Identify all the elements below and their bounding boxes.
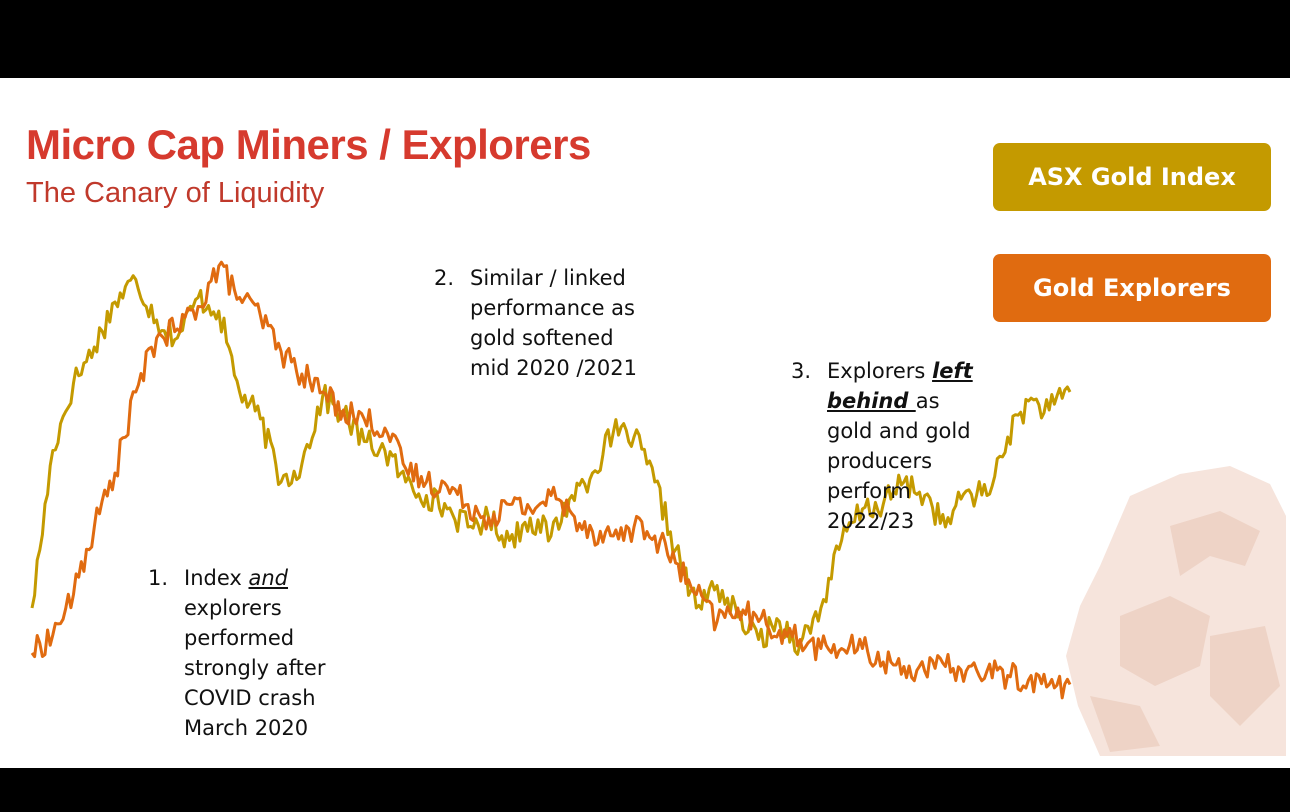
annotation-line: COVID crash: [184, 686, 316, 710]
slide-subtitle: The Canary of Liquidity: [26, 177, 325, 209]
line-chart: [30, 260, 1072, 700]
annotation-line: behind as: [827, 389, 940, 413]
annotation-number: 1.: [148, 566, 169, 590]
annotation-line: gold softened: [470, 326, 614, 350]
annotation-emphasis: and: [248, 566, 289, 590]
annotation-line: Index and: [184, 566, 289, 590]
annotation-line: 2022/23: [827, 509, 915, 533]
annotation-line: March 2020: [184, 716, 309, 740]
annotation-text: Index and explorers performed strongly a…: [184, 563, 325, 743]
annotation-line: perform: [827, 479, 911, 503]
annotation-line: mid 2020 /2021: [470, 356, 637, 380]
annotation-line: performance as: [470, 296, 635, 320]
annotation-text: Explorers left behind as gold and gold p…: [827, 356, 973, 536]
series-line-gold-explorers: [30, 260, 1072, 700]
series-line-asx-gold-index: [30, 274, 1072, 656]
lion-logo-watermark: [1066, 466, 1286, 756]
slide-title: Micro Cap Miners / Explorers: [26, 121, 591, 168]
annotation-emphasis: behind: [827, 389, 916, 413]
legend-asx-gold-index: ASX Gold Index: [993, 143, 1271, 211]
annotation-number: 3.: [791, 359, 812, 383]
annotation-emphasis: left: [932, 359, 973, 383]
annotation-line: Explorers left: [827, 359, 973, 383]
annotation-line: explorers: [184, 596, 282, 620]
annotation-line: strongly after: [184, 656, 326, 680]
annotation-line: gold and gold: [827, 419, 971, 443]
annotation-line: producers: [827, 449, 933, 473]
slide: Micro Cap Miners / Explorers The Canary …: [0, 78, 1290, 768]
annotation-line: performed: [184, 626, 295, 650]
legend-gold-explorers: Gold Explorers: [993, 254, 1271, 322]
annotation-text: Similar / linked performance as gold sof…: [470, 263, 637, 383]
annotation-number: 2.: [434, 266, 455, 290]
annotation-line: Similar / linked: [470, 266, 626, 290]
